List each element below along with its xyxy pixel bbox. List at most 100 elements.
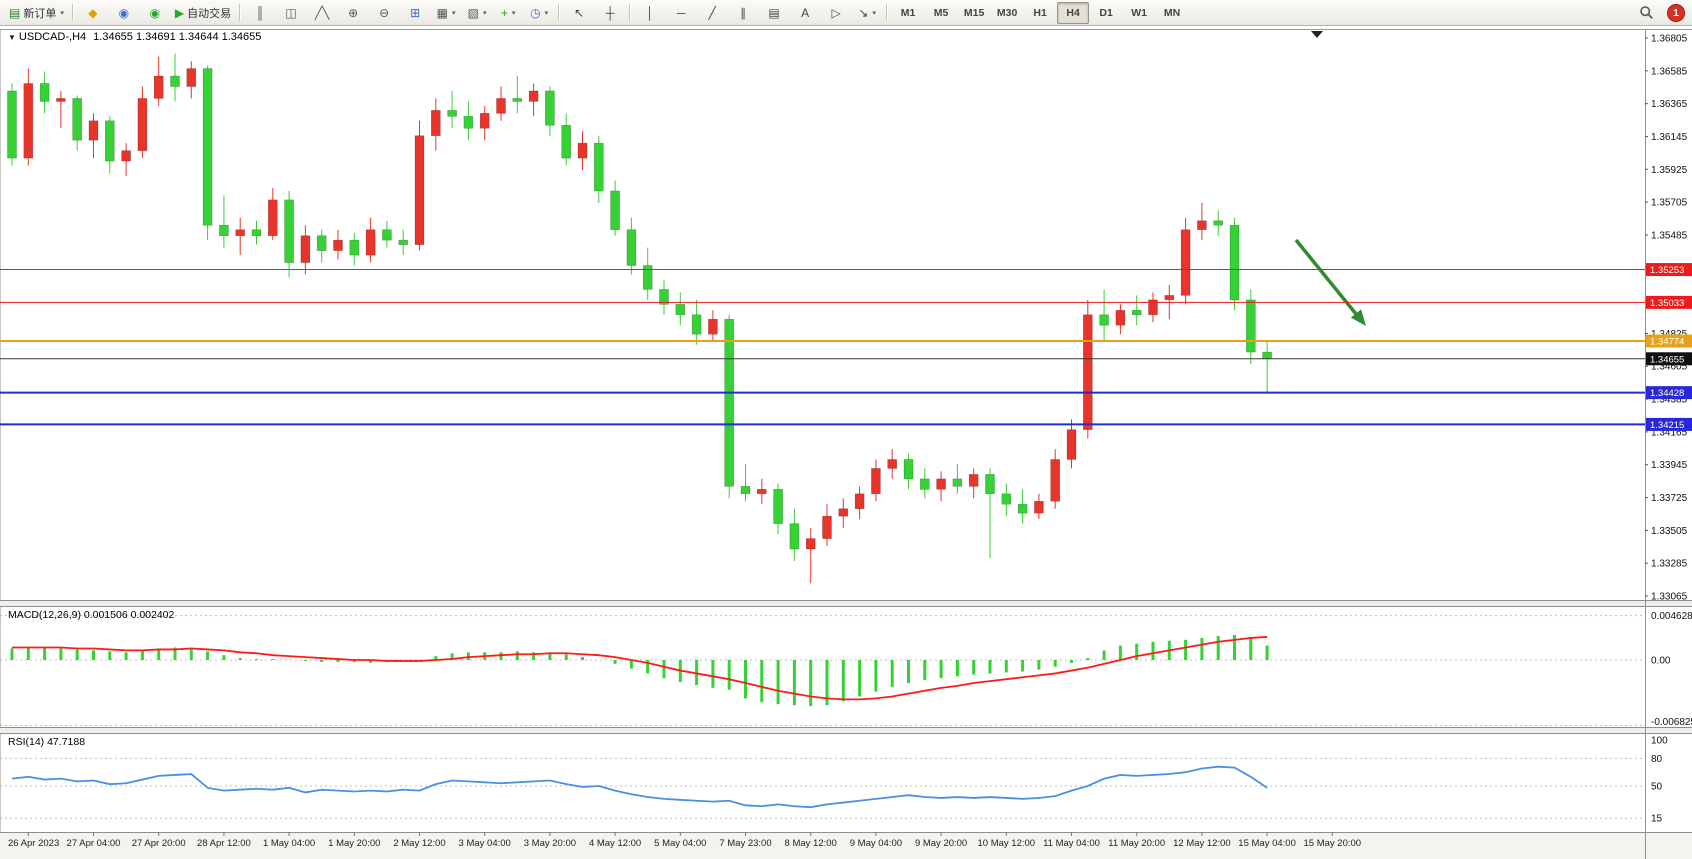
- candle-body: [577, 142, 588, 159]
- price-badge: [1646, 386, 1692, 400]
- market-button[interactable]: ◉: [140, 2, 170, 24]
- timeframe-w1-button[interactable]: W1: [1131, 6, 1147, 19]
- timeframe-mn-button[interactable]: MN: [1163, 6, 1181, 19]
- candle-body: [740, 486, 751, 495]
- chart-profiles-button[interactable]: ▧ ▾: [462, 2, 492, 24]
- label-button[interactable]: ▷: [821, 2, 851, 24]
- community-button[interactable]: ◉: [109, 2, 139, 24]
- time-axis-label: 4 May 12:00: [589, 838, 641, 849]
- candle-body: [333, 239, 343, 251]
- price-tick-label: 1.33505: [1651, 526, 1688, 537]
- dropdown-arrow-icon: ▾: [544, 9, 549, 17]
- zoom-out-icon: ⊖: [379, 5, 390, 20]
- arrows-button[interactable]: ↘ ▾: [852, 2, 882, 24]
- search-icon: [1639, 6, 1653, 19]
- vertical-line-button[interactable]: │: [635, 2, 665, 24]
- trendline-button[interactable]: ╱: [697, 2, 727, 24]
- candle-body: [887, 459, 898, 469]
- zoom-in-button[interactable]: ⊕: [338, 2, 368, 24]
- candlesticks: [7, 53, 1272, 584]
- timeframe-h1-button[interactable]: H1: [1033, 6, 1047, 19]
- horizontal-line-button[interactable]: ─: [666, 2, 696, 24]
- candle-body: [1246, 299, 1256, 353]
- candle-body: [284, 199, 294, 263]
- autotrading-button[interactable]: ▶ 自动交易: [171, 2, 235, 24]
- new-order-icon: ▤: [9, 5, 21, 20]
- symbol-dropdown-icon[interactable]: ▼: [8, 33, 16, 42]
- rsi-axis-label: 80: [1651, 754, 1663, 765]
- rsi-axis-label: 50: [1651, 782, 1663, 793]
- candlestick-chart-icon: ◫: [285, 5, 297, 20]
- crosshair-button[interactable]: ┼: [595, 2, 625, 24]
- timeframe-m1-button[interactable]: M1: [900, 6, 916, 19]
- candle-body: [1115, 309, 1126, 326]
- toolbar-separator: [886, 4, 889, 21]
- candle-body: [1099, 314, 1109, 326]
- candle-body: [23, 83, 34, 159]
- timeframe-m5-button[interactable]: M5: [933, 6, 949, 19]
- tile-windows-button[interactable]: ⊞: [400, 2, 430, 24]
- candle-body: [805, 538, 816, 550]
- autotrading-icon: ▶: [174, 5, 185, 20]
- timeframe-m15-button[interactable]: M15: [963, 6, 985, 19]
- fibonacci-button[interactable]: ▤: [759, 2, 789, 24]
- price-tick-label: 1.36805: [1651, 34, 1688, 45]
- chart-shift-marker[interactable]: [1311, 31, 1323, 38]
- candle-body: [1066, 429, 1077, 460]
- zoom-out-button[interactable]: ⊖: [369, 2, 399, 24]
- indicators-button[interactable]: + ▾: [493, 2, 523, 24]
- price-tick-label: 1.34825: [1651, 329, 1688, 340]
- price-tick-label: 1.35485: [1651, 230, 1688, 241]
- dropdown-arrow-icon: ▾: [60, 9, 64, 17]
- cursor-button[interactable]: ↖: [564, 2, 594, 24]
- time-axis-label: 27 Apr 20:00: [132, 838, 186, 849]
- candle-body: [414, 135, 425, 245]
- timeframe-d1-button[interactable]: D1: [1099, 6, 1113, 19]
- candle-body: [365, 229, 376, 256]
- channel-icon: ∥: [740, 5, 747, 20]
- candle-body: [349, 239, 360, 256]
- macd-panel: [0, 615, 1645, 727]
- trend-arrow-annotation[interactable]: [1294, 238, 1366, 326]
- time-axis-label: 27 Apr 04:00: [67, 838, 121, 849]
- price-badge: [1646, 295, 1692, 309]
- time-axis-label: 26 Apr 2023: [8, 838, 59, 849]
- candle-body: [610, 190, 620, 231]
- new-chart-button[interactable]: ▦ ▾: [431, 2, 461, 24]
- new-order-button[interactable]: ▤ 新订单 ▾: [5, 2, 68, 24]
- community-icon: ◉: [118, 5, 130, 20]
- line-chart-button[interactable]: ╱╲: [307, 2, 337, 24]
- timeframe-m30-button[interactable]: M30: [996, 6, 1018, 19]
- price-tick-label: 1.34165: [1651, 427, 1688, 438]
- candle-body: [561, 124, 572, 159]
- chart-canvas[interactable]: 1.36805 1.36585 1.36365 1.36145 1.35925 1.357…: [0, 26, 1692, 859]
- price-tick-label: 1.36585: [1651, 66, 1688, 77]
- candle-body: [1034, 500, 1044, 514]
- bar-chart-button[interactable]: ║: [245, 2, 275, 24]
- candle-body: [1001, 493, 1012, 505]
- macd-axis-label: 0.00: [1651, 656, 1671, 667]
- price-levels: [0, 269, 1645, 426]
- candle-body: [382, 229, 392, 241]
- candle-body: [626, 229, 637, 266]
- timeframe-h4-button[interactable]: H4: [1057, 1, 1090, 24]
- candlestick-chart-button[interactable]: ◫: [276, 2, 306, 24]
- channel-button[interactable]: ∥: [728, 2, 758, 24]
- periods-button[interactable]: ◷ ▾: [524, 2, 554, 24]
- time-axis: 26 Apr 2023 27 Apr 04:00 27 Apr 20:00 28 Ap…: [8, 832, 1361, 849]
- candle-body: [691, 314, 702, 335]
- dropdown-arrow-icon: ▾: [483, 9, 487, 17]
- toolbar-separator: [558, 4, 561, 21]
- time-axis-label: 11 May 04:00: [1043, 838, 1100, 849]
- market-icon: ◉: [149, 5, 161, 20]
- trendline-icon: ╱: [708, 5, 716, 20]
- time-axis-label: 15 May 20:00: [1304, 838, 1362, 849]
- candle-body: [219, 224, 229, 236]
- text-button[interactable]: A: [790, 2, 820, 24]
- line-chart-icon: ╱╲: [314, 5, 330, 20]
- mql5-button[interactable]: ◆: [78, 2, 108, 24]
- search-button[interactable]: [1631, 2, 1661, 24]
- time-axis-label: 1 May 20:00: [328, 838, 380, 849]
- new-chart-icon: ▦: [436, 5, 448, 20]
- notification-badge[interactable]: 1: [1667, 3, 1685, 22]
